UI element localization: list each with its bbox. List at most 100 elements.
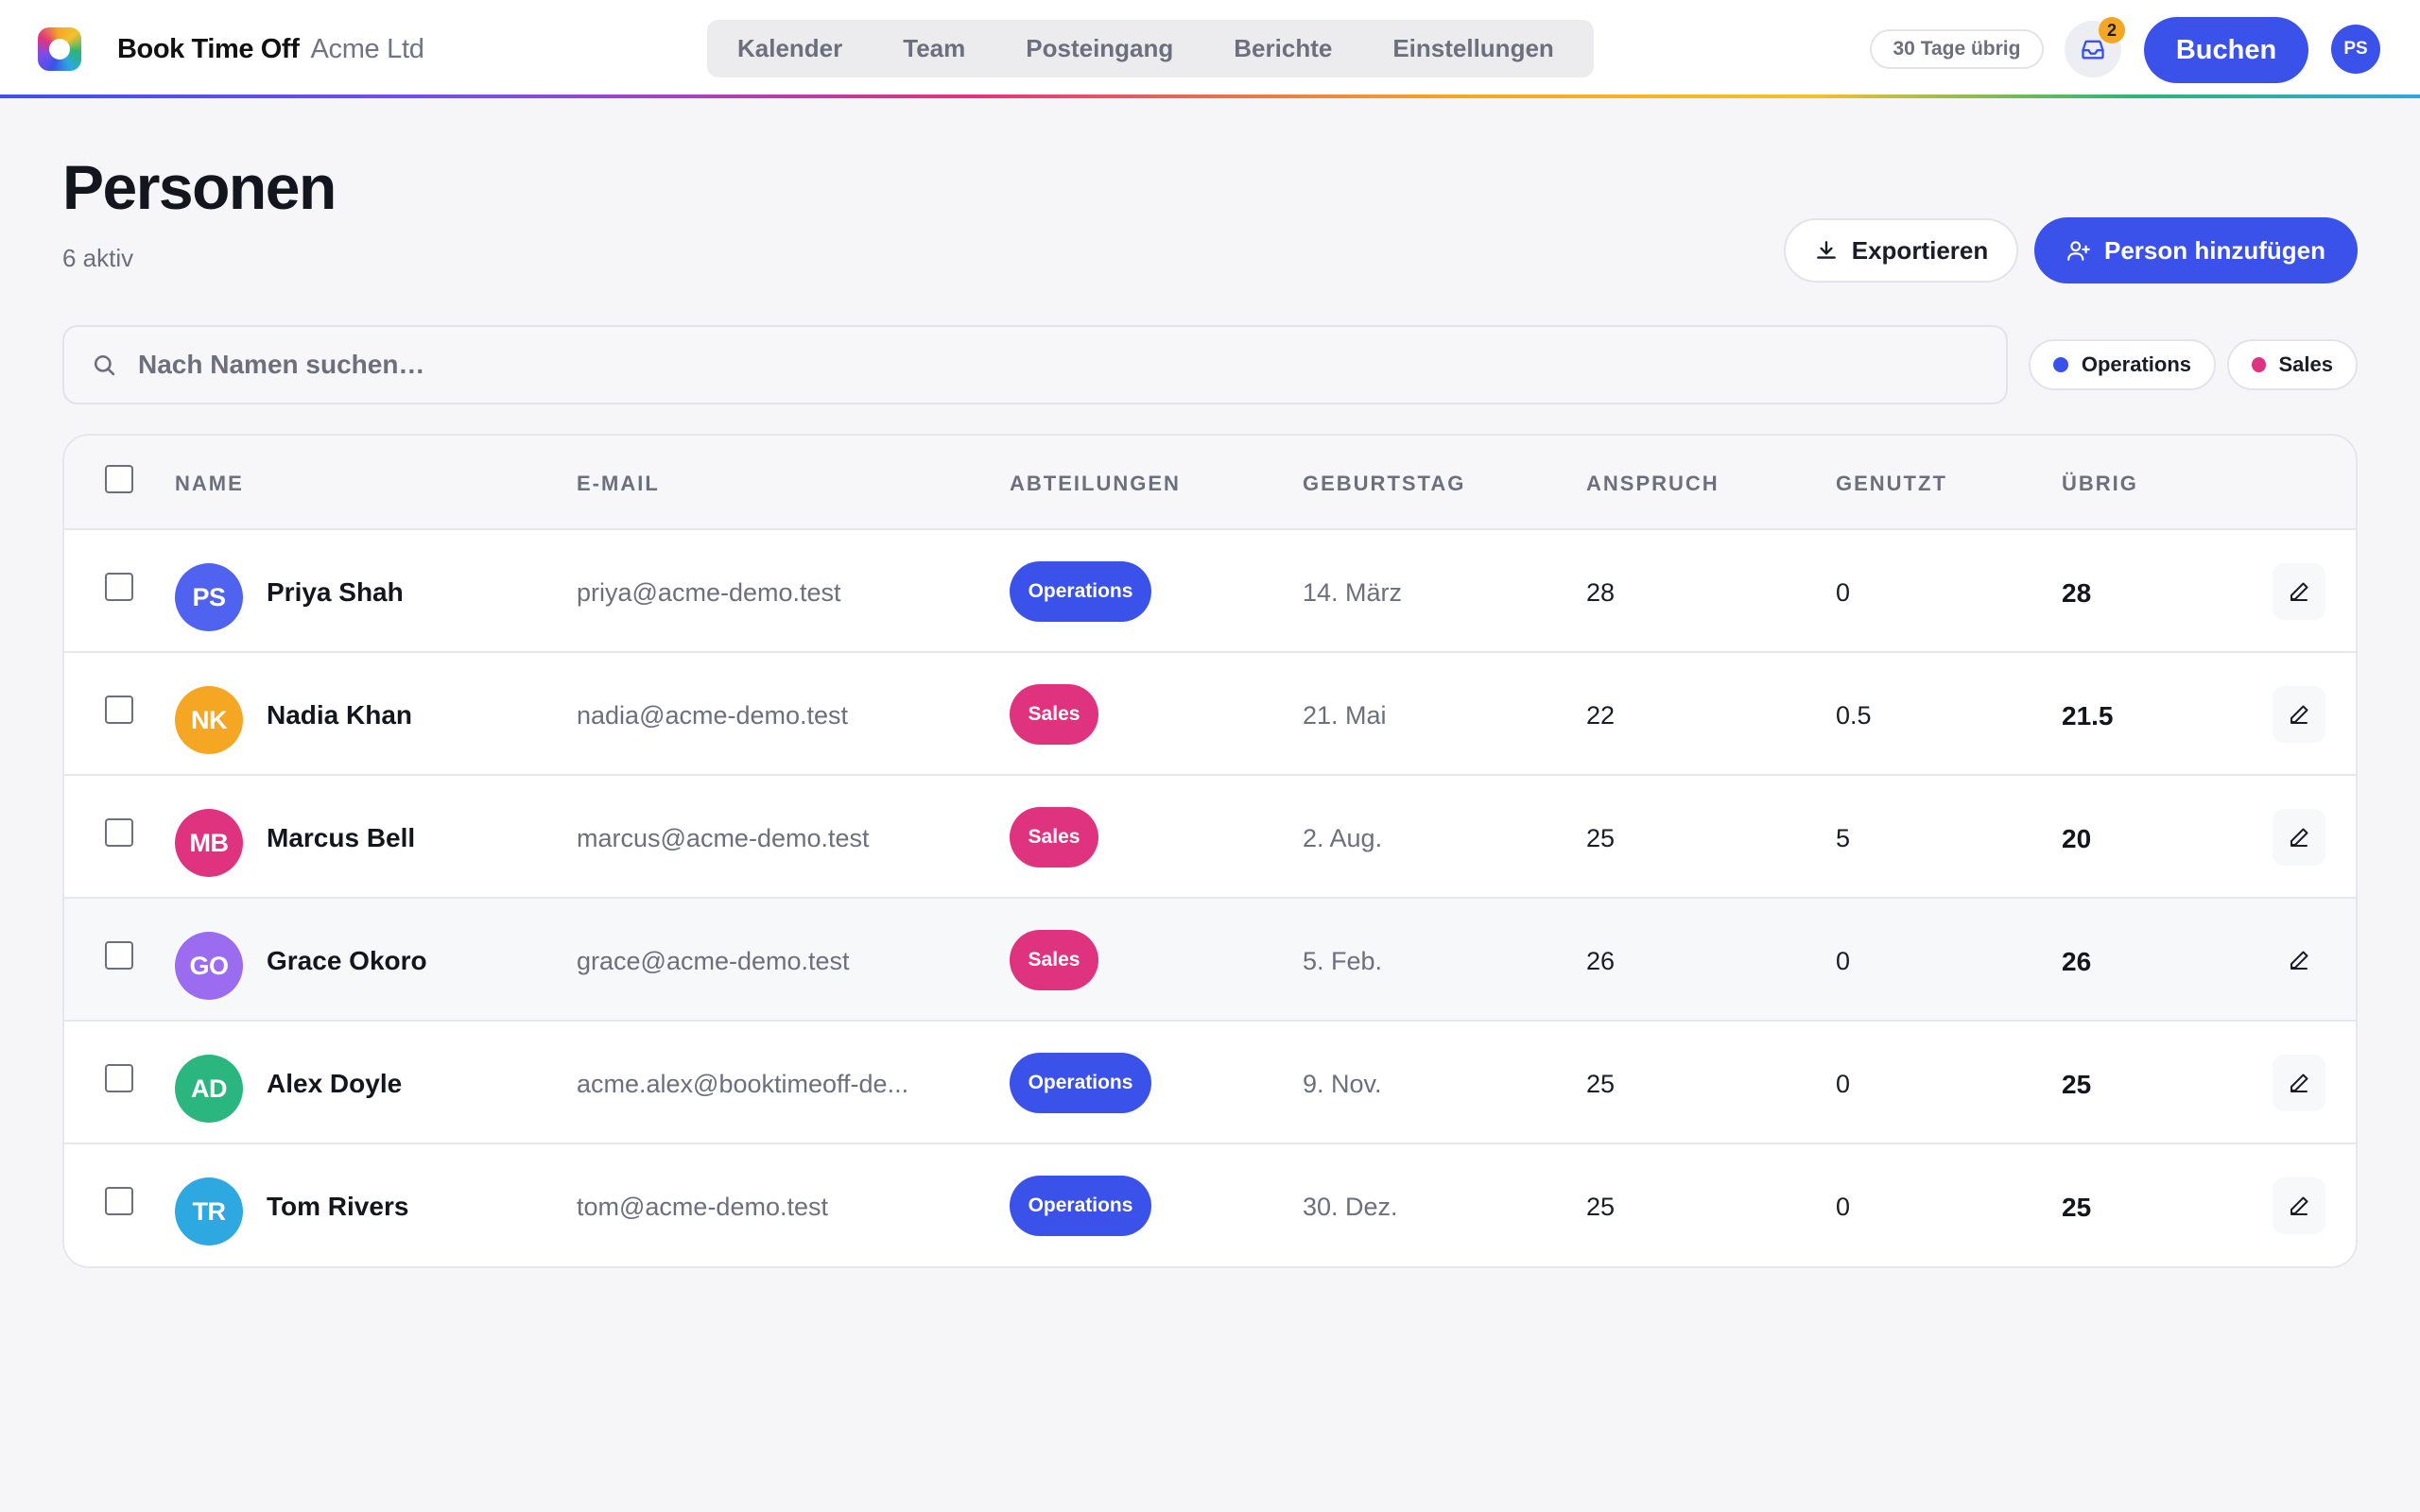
book-button[interactable]: Buchen <box>2144 17 2308 83</box>
table-row[interactable]: AD Alex Doyle acme.alex@booktimeoff-de..… <box>64 1022 2356 1144</box>
remaining-days: 20 <box>2062 824 2092 853</box>
remaining-days: 25 <box>2062 1070 2092 1099</box>
nav-item-berichte[interactable]: Berichte <box>1234 34 1333 62</box>
person-email: tom@acme-demo.test <box>577 1193 828 1221</box>
avatar: PS <box>175 563 243 631</box>
person-email: marcus@acme-demo.test <box>577 824 870 852</box>
used-days: 0.5 <box>1836 701 1872 730</box>
department-badge: Sales <box>1010 807 1098 868</box>
person-name[interactable]: Nadia Khan <box>267 700 413 730</box>
column-header-used[interactable]: GENUTZT <box>1836 472 1947 495</box>
row-checkbox[interactable] <box>105 1064 133 1092</box>
user-avatar[interactable]: PS <box>2331 25 2380 74</box>
nav-item-team[interactable]: Team <box>903 34 966 62</box>
avatar: AD <box>175 1055 243 1123</box>
nav-item-kalender[interactable]: Kalender <box>737 34 843 62</box>
search-icon <box>94 354 115 376</box>
pencil-icon <box>2290 705 2308 724</box>
department-badge: Operations <box>1010 1176 1151 1236</box>
person-name[interactable]: Marcus Bell <box>267 823 416 852</box>
column-header-birthday[interactable]: GEBURTSTAG <box>1303 472 1466 495</box>
entitlement: 25 <box>1586 1193 1616 1221</box>
organization-name: Acme Ltd <box>310 33 424 64</box>
row-checkbox[interactable] <box>105 941 133 970</box>
row-checkbox[interactable] <box>105 573 133 601</box>
birthday: 9. Nov. <box>1303 1070 1382 1098</box>
remaining-days: 26 <box>2062 947 2092 976</box>
birthday: 2. Aug. <box>1303 824 1383 852</box>
nav-item-posteingang[interactable]: Posteingang <box>1026 34 1174 62</box>
table-row[interactable]: MB Marcus Bell marcus@acme-demo.test Sal… <box>64 776 2356 899</box>
column-header-entitlement[interactable]: ANSPRUCH <box>1586 472 1720 495</box>
filter-label: Operations <box>2081 352 2191 376</box>
person-name[interactable]: Alex Doyle <box>267 1069 403 1098</box>
top-navigation-bar: Book Time Off Acme Ltd Kalender Team Pos… <box>0 0 2420 98</box>
table-row[interactable]: GO Grace Okoro grace@acme-demo.test Sale… <box>64 899 2356 1022</box>
birthday: 21. Mai <box>1303 701 1387 730</box>
row-checkbox[interactable] <box>105 1187 133 1215</box>
page-title: Personen <box>62 152 337 222</box>
remaining-days: 25 <box>2062 1193 2092 1222</box>
used-days: 0 <box>1836 1193 1851 1221</box>
edit-button[interactable] <box>2273 1055 2325 1111</box>
avatar: TR <box>175 1177 243 1246</box>
column-header-departments[interactable]: ABTEILUNGEN <box>1010 472 1181 495</box>
person-name[interactable]: Tom Rivers <box>267 1192 409 1221</box>
row-checkbox[interactable] <box>105 696 133 724</box>
remaining-days: 21.5 <box>2062 701 2114 730</box>
column-header-name[interactable]: NAME <box>175 472 244 495</box>
brand[interactable]: Book Time Off Acme Ltd <box>38 26 424 72</box>
department-badge: Sales <box>1010 684 1098 745</box>
filter-label: Sales <box>2278 352 2334 376</box>
pencil-icon <box>2290 1074 2308 1092</box>
pencil-icon <box>2290 828 2308 847</box>
edit-button[interactable] <box>2273 932 2325 988</box>
avatar: NK <box>175 686 243 754</box>
pencil-icon <box>2290 1196 2308 1215</box>
main-nav: Kalender Team Posteingang Berichte Einst… <box>707 20 1594 77</box>
export-button[interactable]: Exportieren <box>1784 218 2018 283</box>
used-days: 0 <box>1836 578 1851 607</box>
birthday: 14. März <box>1303 578 1403 607</box>
filter-chip-sales[interactable]: Sales <box>2227 339 2358 390</box>
person-name[interactable]: Priya Shah <box>267 577 404 607</box>
add-person-button[interactable]: Person hinzufügen <box>2034 217 2358 284</box>
operations-color-dot <box>2053 357 2068 372</box>
birthday: 30. Dez. <box>1303 1193 1398 1221</box>
active-count: 6 aktiv <box>62 244 134 272</box>
inbox-count-badge: 2 <box>2099 17 2125 43</box>
edit-button[interactable] <box>2273 809 2325 866</box>
table-row[interactable]: NK Nadia Khan nadia@acme-demo.test Sales… <box>64 653 2356 776</box>
department-badge: Operations <box>1010 561 1151 622</box>
app-name: Book Time Off <box>117 33 300 64</box>
nav-item-einstellungen[interactable]: Einstellungen <box>1392 34 1554 62</box>
filter-chip-operations[interactable]: Operations <box>2029 339 2216 390</box>
person-email: nadia@acme-demo.test <box>577 701 849 730</box>
column-header-email[interactable]: E-MAIL <box>577 472 660 495</box>
used-days: 5 <box>1836 824 1851 852</box>
pencil-icon <box>2290 951 2308 970</box>
row-checkbox[interactable] <box>105 818 133 847</box>
entitlement: 25 <box>1586 1070 1616 1098</box>
export-label: Exportieren <box>1851 235 1989 265</box>
days-remaining-badge: 30 Tage übrig <box>1870 29 2044 69</box>
avatar: GO <box>175 932 243 1000</box>
edit-button[interactable] <box>2273 686 2325 743</box>
edit-button[interactable] <box>2273 563 2325 620</box>
edit-button[interactable] <box>2273 1177 2325 1234</box>
entitlement: 26 <box>1586 947 1616 975</box>
column-header-remaining[interactable]: ÜBRIG <box>2062 472 2138 495</box>
used-days: 0 <box>1836 1070 1851 1098</box>
add-person-label: Person hinzufügen <box>2104 235 2325 265</box>
search-input[interactable] <box>138 350 1934 380</box>
table-row[interactable]: PS Priya Shah priya@acme-demo.test Opera… <box>64 530 2356 653</box>
department-badge: Sales <box>1010 930 1098 990</box>
sales-color-dot <box>2252 357 2266 372</box>
person-name[interactable]: Grace Okoro <box>267 946 427 975</box>
person-email: priya@acme-demo.test <box>577 578 841 607</box>
entitlement: 25 <box>1586 824 1616 852</box>
search-field[interactable] <box>62 325 2008 404</box>
download-icon <box>1816 241 1836 259</box>
select-all-checkbox[interactable] <box>105 465 133 493</box>
table-row[interactable]: TR Tom Rivers tom@acme-demo.test Operati… <box>64 1144 2356 1266</box>
